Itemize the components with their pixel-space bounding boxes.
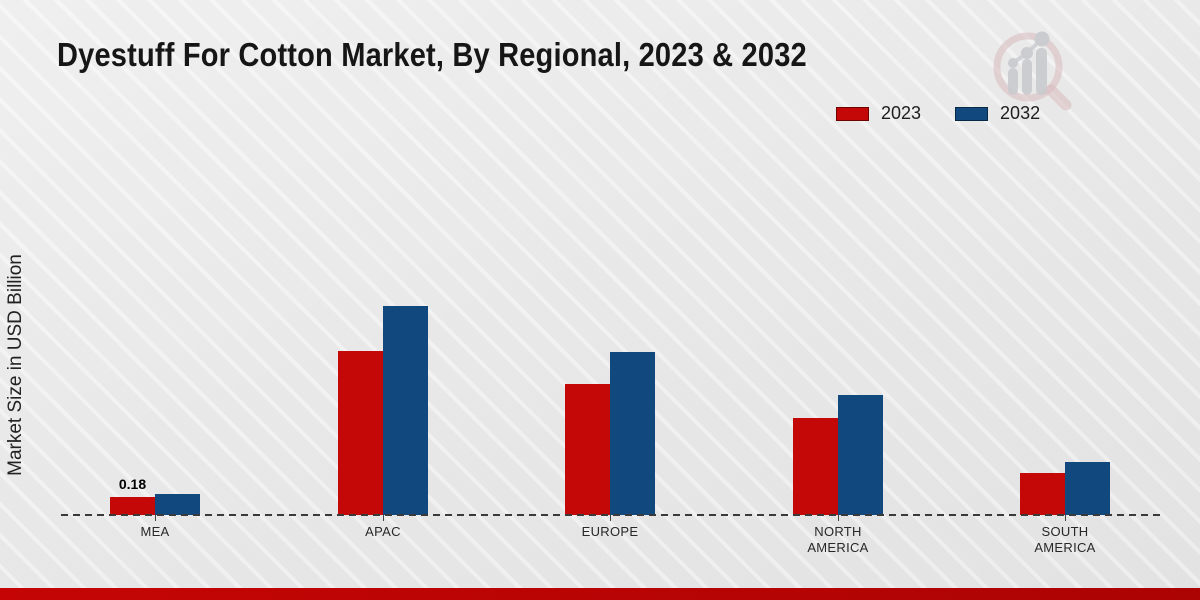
bar-2023-south-america [1020,473,1065,515]
category-label-europe: EUROPE [581,524,639,539]
chart-title: Dyestuff For Cotton Market, By Regional,… [57,36,807,73]
bar-2032-north-america [838,395,883,515]
value-label-mea: 0.18 [118,476,147,492]
bar-2032-south-america [1065,462,1110,515]
axis-tick-europe [610,515,611,521]
chart-legend: 2023 2032 [836,103,1040,124]
category-label-apac: APAC [365,524,401,539]
baseline-dashed [61,514,1161,516]
bar-2023-europe [565,384,610,515]
axis-tick-mea [155,515,156,521]
legend-label-2023: 2023 [881,103,922,123]
category-label-mea: MEA [140,524,170,539]
legend-item-2032: 2032 [955,103,1040,124]
axis-tick-apac [383,515,384,521]
legend-item-2023: 2023 [836,103,921,124]
legend-swatch-2032 [955,106,989,121]
bar-2032-mea [155,494,200,515]
category-label-south-america: AMERICA [1034,540,1096,555]
bar-2032-apac [383,306,428,515]
y-axis-label: Market Size in USD Billion [5,254,26,476]
footer-accent-bar [0,588,1200,600]
axis-tick-north-america [838,515,839,521]
axis-tick-south-america [1065,515,1066,521]
legend-label-2032: 2032 [1000,103,1041,123]
bar-2032-europe [610,352,655,515]
bar-2023-apac [338,351,383,515]
category-label-north-america: AMERICA [807,540,869,555]
bar-2023-north-america [793,418,838,515]
bar-2023-mea [110,497,155,515]
category-label-south-america: SOUTH [1041,524,1089,539]
legend-swatch-2023 [836,106,869,121]
magnifier-bar-chart-watermark-icon [975,15,1080,125]
category-label-north-america: NORTH [814,524,862,539]
